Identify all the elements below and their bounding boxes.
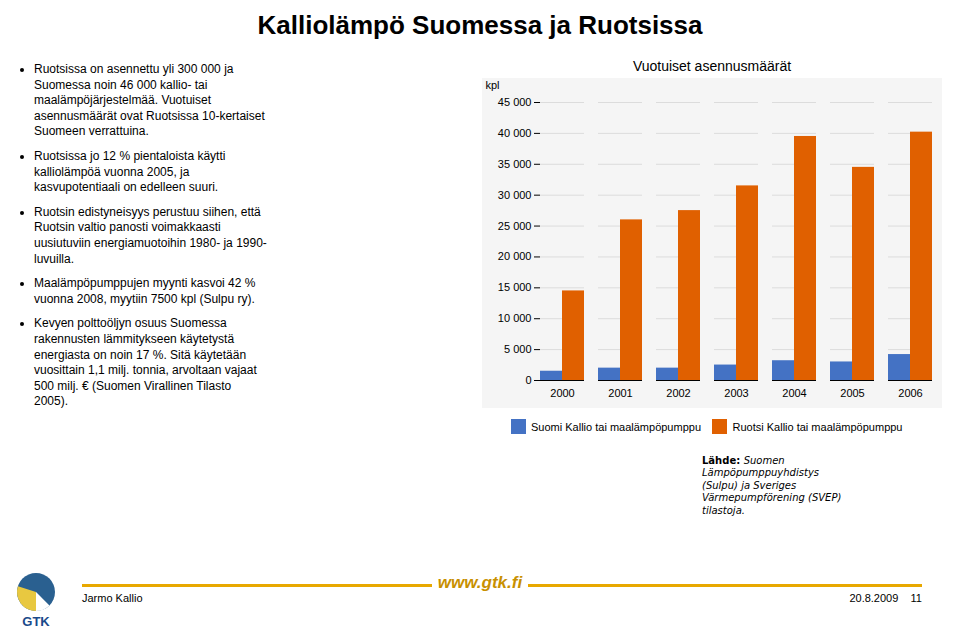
svg-text:20 000: 20 000 <box>498 250 532 262</box>
html-text:Lähde: Suomen Lämpöpumppuyhdis: Lähde: Suomen Lämpöpumppuyhdistys (Sulpu… <box>702 454 842 516</box>
svg-text:2002: 2002 <box>666 387 690 399</box>
svg-text:2005: 2005 <box>840 387 864 399</box>
html-text:Jarmo Kallio: Jarmo Kallio <box>82 592 143 604</box>
html-text:Ruotsissa on asennettu yli 300: Ruotsissa on asennettu yli 300 000 ja Su… <box>34 62 265 139</box>
svg-text:35 000: 35 000 <box>498 158 532 170</box>
html-text:20.8.2009 11: 20.8.2009 11 <box>849 592 922 604</box>
svg-text:GTK: GTK <box>22 614 50 629</box>
svg-text:2003: 2003 <box>724 387 748 399</box>
svg-text:2004: 2004 <box>782 387 806 399</box>
html-text:Maalämpöpumppujen myynti kasvo: Maalämpöpumppujen myynti kasvoi 42 % vuo… <box>34 276 256 306</box>
html-text:Vuotuiset asennusmäärät: Vuotuiset asennusmäärät <box>632 58 792 74</box>
svg-text:25 000: 25 000 <box>498 220 532 232</box>
svg-text:45 000: 45 000 <box>498 96 532 108</box>
html-text:Ruotsin edistyneisyys perustuu: Ruotsin edistyneisyys perustuu siihen, e… <box>34 204 267 266</box>
svg-text:2001: 2001 <box>608 387 632 399</box>
svg-text:10 000: 10 000 <box>498 312 532 324</box>
html-text:Suomi Kallio tai maalämpöpumpp: Suomi Kallio tai maalämpöpumppu <box>531 420 701 433</box>
html-text:Kevyen polttoöljyn osuus Suome: Kevyen polttoöljyn osuus Suomessa rakenn… <box>34 316 257 409</box>
svg-text:15 000: 15 000 <box>498 281 532 293</box>
html-text:Ruotsissa jo 12 % pientaloista: Ruotsissa jo 12 % pientaloista käytti ka… <box>34 149 226 195</box>
svg-text:2000: 2000 <box>550 387 574 399</box>
svg-text:40 000: 40 000 <box>498 127 532 139</box>
html-text:Ruotsi Kallio tai maalämpöpump: Ruotsi Kallio tai maalämpöpumppu <box>732 420 903 433</box>
svg-text:0: 0 <box>525 374 531 386</box>
svg-text:30 000: 30 000 <box>498 189 532 201</box>
html-text:Kalliolämpö Suomessa ja Ruotsi: Kalliolämpö Suomessa ja Ruotsissa <box>257 10 703 40</box>
svg-text:kpl: kpl <box>486 79 500 91</box>
svg-text:5 000: 5 000 <box>504 343 532 355</box>
html-text:www.gtk.fi: www.gtk.fi <box>437 573 523 592</box>
svg-text:2006: 2006 <box>898 387 922 399</box>
